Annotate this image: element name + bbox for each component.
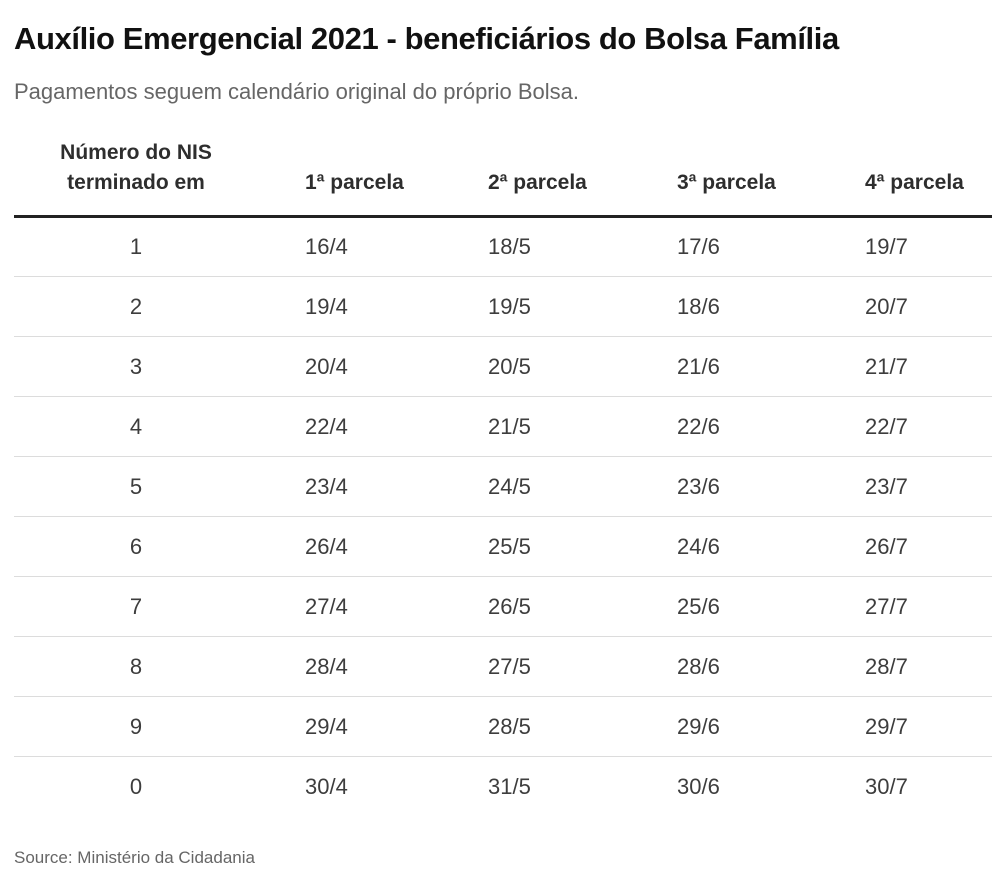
parcela-date-cell: 18/5	[488, 234, 531, 259]
parcela-date-cell: 22/7	[818, 396, 992, 457]
table-row: 0 30/4 31/5 30/6 30/7	[14, 756, 992, 817]
table-row: 2 19/4 19/5 18/6 20/7	[14, 276, 992, 337]
parcela-date-cell: 29/6	[630, 696, 818, 757]
column-header-nis: Número do NIS terminado em	[14, 138, 258, 217]
parcela-date-cell: 25/5	[441, 516, 630, 577]
parcela-date-cell: 25/6	[630, 576, 818, 637]
parcela-date-cell: 23/7	[818, 456, 992, 517]
parcela-date-cell: 28/4	[258, 636, 441, 697]
parcela-date-cell: 30/7	[818, 756, 992, 817]
table-row: 9 29/4 28/5 29/6 29/7	[14, 696, 992, 757]
table-row: 6 26/4 25/5 24/6 26/7	[14, 516, 992, 577]
nis-digit-cell: 6	[14, 516, 258, 577]
parcela-date-cell: 28/6	[630, 636, 818, 697]
parcela-date-cell: 19/4	[258, 276, 441, 337]
parcela-date-cell: 30/6	[630, 756, 818, 817]
parcela-date-cell: 20/5	[441, 336, 630, 397]
parcela-date-cell: 22/4	[258, 396, 441, 457]
column-header-parcela-1: 1ª parcela	[305, 171, 404, 194]
parcela-date-cell: 21/6	[630, 336, 818, 397]
parcela-date-cell: 17/6	[677, 234, 720, 259]
parcela-date-cell: 29/7	[818, 696, 992, 757]
column-header-parcela-4: 4ª parcela	[865, 171, 964, 194]
parcela-date-cell: 23/4	[258, 456, 441, 517]
table-row: 7 27/4 26/5 25/6 27/7	[14, 576, 992, 637]
nis-digit-cell: 9	[14, 696, 258, 757]
column-header-nis-line2: terminado em	[67, 171, 205, 194]
parcela-date-cell: 23/6	[630, 456, 818, 517]
parcela-date-cell: 28/5	[441, 696, 630, 757]
table-body: 1 16/4 18/5 17/6 19/7 2 19/4 19/5 18/6 20/7 3 20/4 2…	[14, 217, 992, 817]
parcela-date-cell: 16/4	[305, 234, 348, 259]
parcela-date-cell: 27/5	[441, 636, 630, 697]
table-row: 4 22/4 21/5 22/6 22/7	[14, 396, 992, 457]
parcela-date-cell: 19/5	[441, 276, 630, 337]
nis-digit-cell: 1	[129, 234, 143, 259]
nis-digit-cell: 5	[14, 456, 258, 517]
parcela-date-cell: 26/7	[818, 516, 992, 577]
parcela-date-cell: 29/4	[258, 696, 441, 757]
parcela-date-cell: 31/5	[441, 756, 630, 817]
parcela-date-cell: 19/7	[865, 234, 908, 259]
nis-digit-cell: 7	[14, 576, 258, 637]
page-title: Auxílio Emergencial 2021 - beneficiários…	[14, 21, 839, 56]
table-row: 3 20/4 20/5 21/6 21/7	[14, 336, 992, 397]
nis-digit-cell: 3	[14, 336, 258, 397]
parcela-date-cell: 24/6	[630, 516, 818, 577]
table-header-row: Número do NIS terminado em 1ª parcela 2ª…	[14, 138, 992, 217]
parcela-date-cell: 20/4	[258, 336, 441, 397]
parcela-date-cell: 21/5	[441, 396, 630, 457]
parcela-date-cell: 30/4	[258, 756, 441, 817]
nis-digit-cell: 8	[14, 636, 258, 697]
table-header: Número do NIS terminado em 1ª parcela 2ª…	[14, 138, 992, 217]
page-subtitle: Pagamentos seguem calendário original do…	[14, 79, 580, 104]
table-row: 5 23/4 24/5 23/6 23/7	[14, 456, 992, 517]
parcela-date-cell: 22/6	[630, 396, 818, 457]
nis-digit-cell: 0	[14, 756, 258, 817]
nis-digit-cell: 4	[14, 396, 258, 457]
parcela-date-cell: 26/4	[258, 516, 441, 577]
parcela-date-cell: 27/7	[818, 576, 992, 637]
table-row: 8 28/4 27/5 28/6 28/7	[14, 636, 992, 697]
payment-schedule-table: Número do NIS terminado em 1ª parcela 2ª…	[14, 138, 992, 817]
parcela-date-cell: 26/5	[441, 576, 630, 637]
column-header-nis-line1: Número do NIS	[60, 141, 212, 164]
parcela-date-cell: 28/7	[818, 636, 992, 697]
parcela-date-cell: 18/6	[630, 276, 818, 337]
parcela-date-cell: 20/7	[818, 276, 992, 337]
parcela-date-cell: 21/7	[818, 336, 992, 397]
nis-digit-cell: 2	[14, 276, 258, 337]
column-header-parcela-2: 2ª parcela	[488, 171, 587, 194]
parcela-date-cell: 24/5	[441, 456, 630, 517]
table-row: 1 16/4 18/5 17/6 19/7	[14, 217, 992, 277]
source-credit: Source: Ministério da Cidadania	[14, 847, 255, 867]
parcela-date-cell: 27/4	[258, 576, 441, 637]
column-header-parcela-3: 3ª parcela	[677, 171, 776, 194]
